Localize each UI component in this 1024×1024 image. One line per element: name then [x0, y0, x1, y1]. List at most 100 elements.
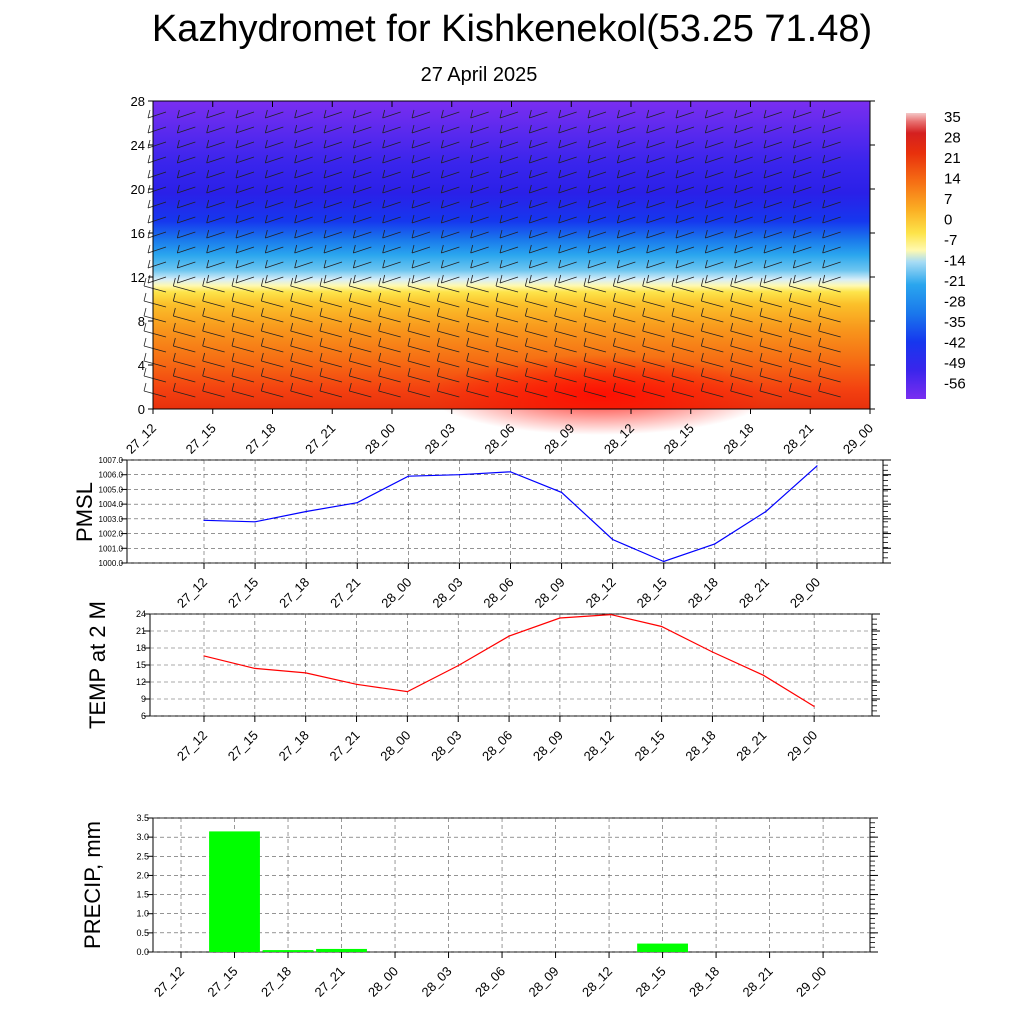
wind-barb-flag [206, 274, 210, 284]
wind-barb-flag [700, 277, 704, 287]
wind-barb [290, 390, 313, 398]
wind-barb [705, 246, 724, 254]
wind-barb [411, 246, 431, 254]
wind-barb-flag [323, 214, 327, 224]
wind-barb [382, 201, 401, 209]
wind-barb [353, 201, 372, 209]
wind-barb [319, 300, 343, 308]
y-tick-label: 21 [136, 626, 146, 636]
wind-barb-flag [583, 307, 587, 317]
x-tick-label: 28_03 [428, 728, 464, 764]
precip-frame [152, 817, 871, 953]
wind-barb-flag [352, 199, 356, 209]
wind-barb-flag [466, 382, 470, 392]
wind-barb [554, 345, 577, 353]
wind-barb [147, 231, 167, 239]
wind-barb [378, 330, 401, 338]
wind-barb-flag [260, 337, 264, 347]
wind-barb-flag [528, 199, 532, 209]
precip-ylabel: PRECIP, mm [80, 821, 105, 949]
wind-barb [177, 216, 196, 224]
wind-barb [265, 186, 284, 194]
wind-barb [206, 186, 225, 194]
wind-barb [177, 111, 196, 119]
wind-barb-flag [143, 337, 147, 347]
wind-barb [587, 126, 607, 134]
wind-barb-flag [558, 184, 562, 194]
wind-barb [143, 390, 167, 398]
precip-bar [209, 831, 260, 952]
wind-barb-flag [704, 169, 708, 179]
wind-barb-flag [587, 169, 591, 179]
wind-barb [558, 156, 577, 164]
wind-barb-flag [143, 292, 147, 302]
wind-barb [499, 261, 519, 269]
wind-barb-flag [143, 277, 147, 287]
wind-barb-flag [470, 154, 474, 164]
wind-barb [822, 201, 841, 209]
wind-barb [701, 345, 724, 353]
wind-barb-flag [671, 292, 675, 302]
wind-barb-flag [704, 199, 708, 209]
wind-barb [319, 360, 343, 368]
wind-barb [441, 231, 460, 239]
wind-barb [235, 261, 255, 269]
wind-barb-flag [528, 274, 532, 284]
wind-barb [587, 171, 607, 179]
x-tick-label: 27_15 [183, 421, 219, 457]
wind-barb [206, 216, 225, 224]
wind-barb [407, 345, 431, 353]
colorbar-label: -49 [944, 355, 966, 372]
wind-barb [705, 171, 724, 179]
chart-title: Kazhydromet for Kishkenekol(53.25 71.48) [151, 8, 873, 50]
wind-barb [499, 201, 519, 209]
wind-barb-flag [172, 337, 176, 347]
wind-barb-flag [528, 124, 532, 134]
wind-barb-flag [235, 259, 239, 269]
wind-barb [587, 216, 607, 224]
wind-barb-flag [352, 184, 356, 194]
wind-barb [261, 285, 284, 293]
x-tick-label: 27_18 [258, 964, 294, 1000]
wind-barb-flag [206, 109, 210, 119]
wind-barb-flag [264, 244, 268, 254]
wind-barb-flag [172, 367, 176, 377]
y-tick-label: 24 [131, 138, 145, 153]
wind-barb-flag [143, 367, 147, 377]
wind-barb [407, 285, 431, 293]
wind-barb [407, 360, 431, 368]
wind-barb [411, 126, 431, 134]
wind-barb-flag [646, 139, 650, 149]
wind-barb [495, 285, 519, 293]
wind-barb-flag [528, 244, 532, 254]
wind-barb [470, 126, 489, 134]
wind-barb-flag [378, 307, 382, 317]
x-tick-label: 27_21 [326, 728, 362, 764]
wind-barb [705, 186, 724, 194]
wind-barb [353, 171, 372, 179]
wind-barb [529, 276, 548, 284]
pmsl-point [458, 474, 461, 476]
wind-barb-flag [206, 139, 210, 149]
wind-barb-flag [382, 139, 386, 149]
wind-barb-flag [348, 322, 352, 332]
wind-barb [646, 276, 665, 284]
wind-barb-flag [675, 139, 679, 149]
x-tick-label: 28_21 [733, 728, 769, 764]
x-tick-label: 28_09 [526, 964, 562, 1000]
wind-barb [143, 300, 167, 308]
temp-point [355, 683, 358, 685]
wind-barb-flag [440, 199, 444, 209]
x-tick-label: 29_00 [787, 575, 823, 611]
wind-barb-flag [202, 322, 206, 332]
wind-barb-flag [587, 199, 591, 209]
wind-barb-flag [290, 382, 294, 392]
wind-barb-flag [176, 244, 180, 254]
wind-barb [558, 231, 577, 239]
wind-barb [466, 345, 489, 353]
wind-barb-flag [147, 244, 151, 254]
wind-barb-flag [583, 322, 587, 332]
wind-barb [411, 231, 431, 239]
wind-barb [177, 261, 196, 269]
wind-barb-flag [646, 169, 650, 179]
